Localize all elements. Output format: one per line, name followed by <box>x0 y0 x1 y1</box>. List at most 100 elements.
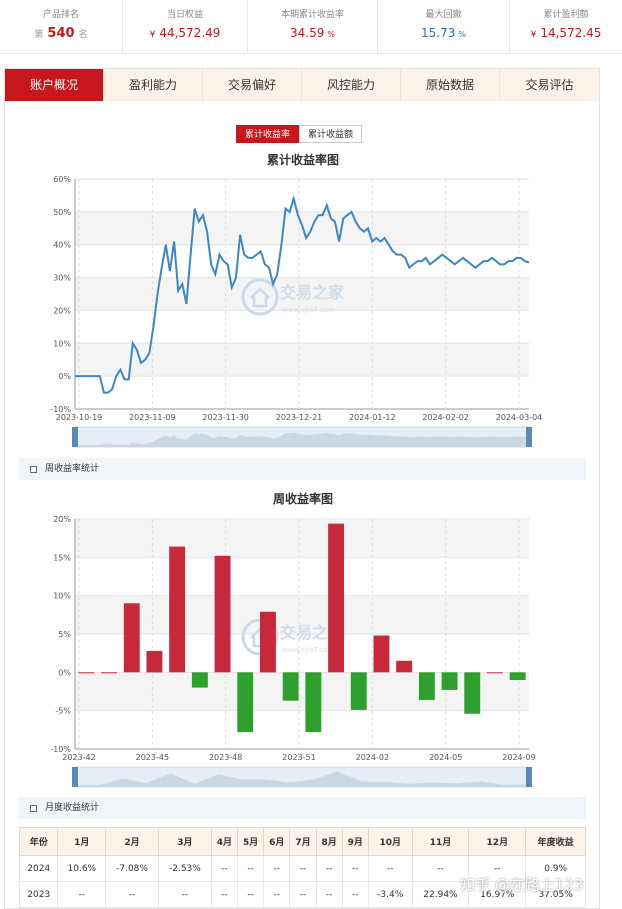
x-tick-label: 2023-51 <box>282 753 315 762</box>
bar-chart-title: 周收益率图 <box>272 492 333 506</box>
stat-max-drawdown: 最大回撤 15.73% <box>378 0 510 53</box>
return-cell: 0.9% <box>525 855 586 882</box>
stat-label: 累计盈利额 <box>543 10 589 20</box>
return-cell: -- <box>315 881 343 908</box>
stat-label: 本期累计收益率 <box>280 10 344 20</box>
bar <box>509 672 526 680</box>
return-cell: 22.94% <box>411 881 470 908</box>
y-tick-label: -5% <box>55 707 71 716</box>
weekly-return-chart: -10% -5% 0% 5% 10% 15% 20% 2023-42 2023-45 2023-4… <box>50 515 536 788</box>
return-cell: -- <box>263 855 291 882</box>
column-header: 12月 <box>468 827 527 856</box>
section-title: 月度收益统计 <box>45 803 100 813</box>
summary-stats: 产品排名 第 540 名 当日权益 ¥44,572.49 本期累计收益率 34.59… <box>0 0 622 54</box>
bar <box>464 672 481 714</box>
return-cell: -- <box>210 881 239 908</box>
column-header: 11月 <box>411 827 470 856</box>
section-square-icon <box>30 805 37 812</box>
stat-value: 14,572.45 <box>540 26 602 40</box>
return-cell: -- <box>210 855 239 882</box>
y-tick-label: -10% <box>50 745 71 754</box>
x-tick-label: 2023-42 <box>62 753 95 762</box>
year-cell: 2024 <box>18 855 59 882</box>
bar <box>78 672 95 674</box>
tab-trading-preference[interactable]: 交易偏好 <box>203 69 302 101</box>
bar <box>123 603 140 673</box>
section-title: 周收益率统计 <box>45 464 100 474</box>
y-tick-label: 20% <box>53 306 71 315</box>
x-tick-label: 2023-48 <box>209 753 242 762</box>
return-cell: -3.4% <box>367 881 413 908</box>
stat-daily-equity: 当日权益 ¥44,572.49 <box>123 0 248 53</box>
currency-symbol: ¥ <box>530 30 537 40</box>
bar <box>260 611 276 673</box>
slider-handle-left[interactable] <box>72 767 78 787</box>
x-tick-label: 2024-05 <box>429 753 462 762</box>
y-tick-label: 40% <box>53 241 71 250</box>
slider-handle-right[interactable] <box>526 427 532 447</box>
section-square-icon <box>30 466 37 473</box>
slider-handle-left[interactable] <box>72 427 78 447</box>
tab-bar: 账户概况 盈利能力 交易偏好 风控能力 原始数据 交易评估 <box>5 69 599 101</box>
slider-preview <box>75 432 529 447</box>
toggle-cumulative-amount[interactable]: 累计收益额 <box>299 125 363 143</box>
monthly-returns-table: 年份 1月 2月 3月 4月 5月 6月 7月 8月 9月 10月 11月 12月 年度收益 2024 10… <box>18 827 586 908</box>
column-header: 3月 <box>157 827 212 856</box>
rank-prefix: 第 <box>34 30 44 40</box>
toggle-cumulative-rate[interactable]: 累计收益率 <box>236 125 300 143</box>
y-tick-label: -10% <box>50 405 71 414</box>
return-cell: -- <box>315 855 343 882</box>
return-cell: -- <box>105 881 159 908</box>
return-cell: -- <box>263 881 291 908</box>
bar <box>214 555 231 673</box>
stat-cumulative-return: 本期累计收益率 34.59% <box>248 0 378 53</box>
x-tick-label: 2023-12-21 <box>276 413 323 422</box>
series-line <box>75 195 530 394</box>
return-cell: -7.08% <box>105 855 159 882</box>
tab-account-overview[interactable]: 账户概况 <box>5 69 104 101</box>
slider-handle-right[interactable] <box>526 767 532 787</box>
table-header-row: 年份 1月 2月 3月 4月 5月 6月 7月 8月 9月 10月 11月 12月 年度收益 <box>18 827 586 856</box>
tab-trade-evaluation[interactable]: 交易评估 <box>500 69 599 101</box>
bar <box>146 650 163 673</box>
column-header: 1月 <box>57 827 107 856</box>
y-tick-label: 5% <box>58 630 71 639</box>
currency-symbol: ¥ <box>149 30 156 40</box>
return-cell: -2.53% <box>157 855 212 882</box>
grid-band <box>75 519 529 558</box>
column-header: 5月 <box>237 827 265 856</box>
return-cell: -- <box>341 881 369 908</box>
section-monthly-header: 月度收益统计 <box>19 797 586 819</box>
bar <box>396 660 413 673</box>
x-tick-label: 2024-02 <box>356 753 389 762</box>
x-tick-label: 2023-45 <box>136 753 169 762</box>
column-header: 年份 <box>18 827 59 856</box>
return-cell: -- <box>57 881 107 908</box>
year-cell: 2023 <box>18 881 59 908</box>
column-header: 9月 <box>341 827 369 856</box>
bar <box>169 546 186 673</box>
bar <box>487 672 503 674</box>
stat-label: 产品排名 <box>42 10 79 20</box>
return-cell: -- <box>157 881 212 908</box>
bar <box>305 672 322 733</box>
tab-profitability[interactable]: 盈利能力 <box>104 69 203 101</box>
return-cell: -- <box>237 881 265 908</box>
grid-band <box>75 343 529 377</box>
return-cell: -- <box>411 855 470 882</box>
x-tick-label: 2023-10-19 <box>56 413 103 422</box>
y-tick-label: 20% <box>53 515 71 524</box>
return-cell: -- <box>367 855 413 882</box>
percent-sign: % <box>327 30 335 39</box>
tab-raw-data[interactable]: 原始数据 <box>401 69 500 101</box>
return-cell: -- <box>289 881 317 908</box>
tab-risk-control[interactable]: 风控能力 <box>302 69 401 101</box>
rank-suffix: 名 <box>78 30 88 40</box>
y-tick-label: 0% <box>58 668 71 677</box>
return-cell: -- <box>237 855 265 882</box>
stat-value: 15.73 <box>421 26 456 40</box>
y-tick-label: 30% <box>53 274 71 283</box>
column-header: 10月 <box>367 827 413 856</box>
y-tick-label: 15% <box>53 553 71 562</box>
column-header: 2月 <box>105 827 159 856</box>
